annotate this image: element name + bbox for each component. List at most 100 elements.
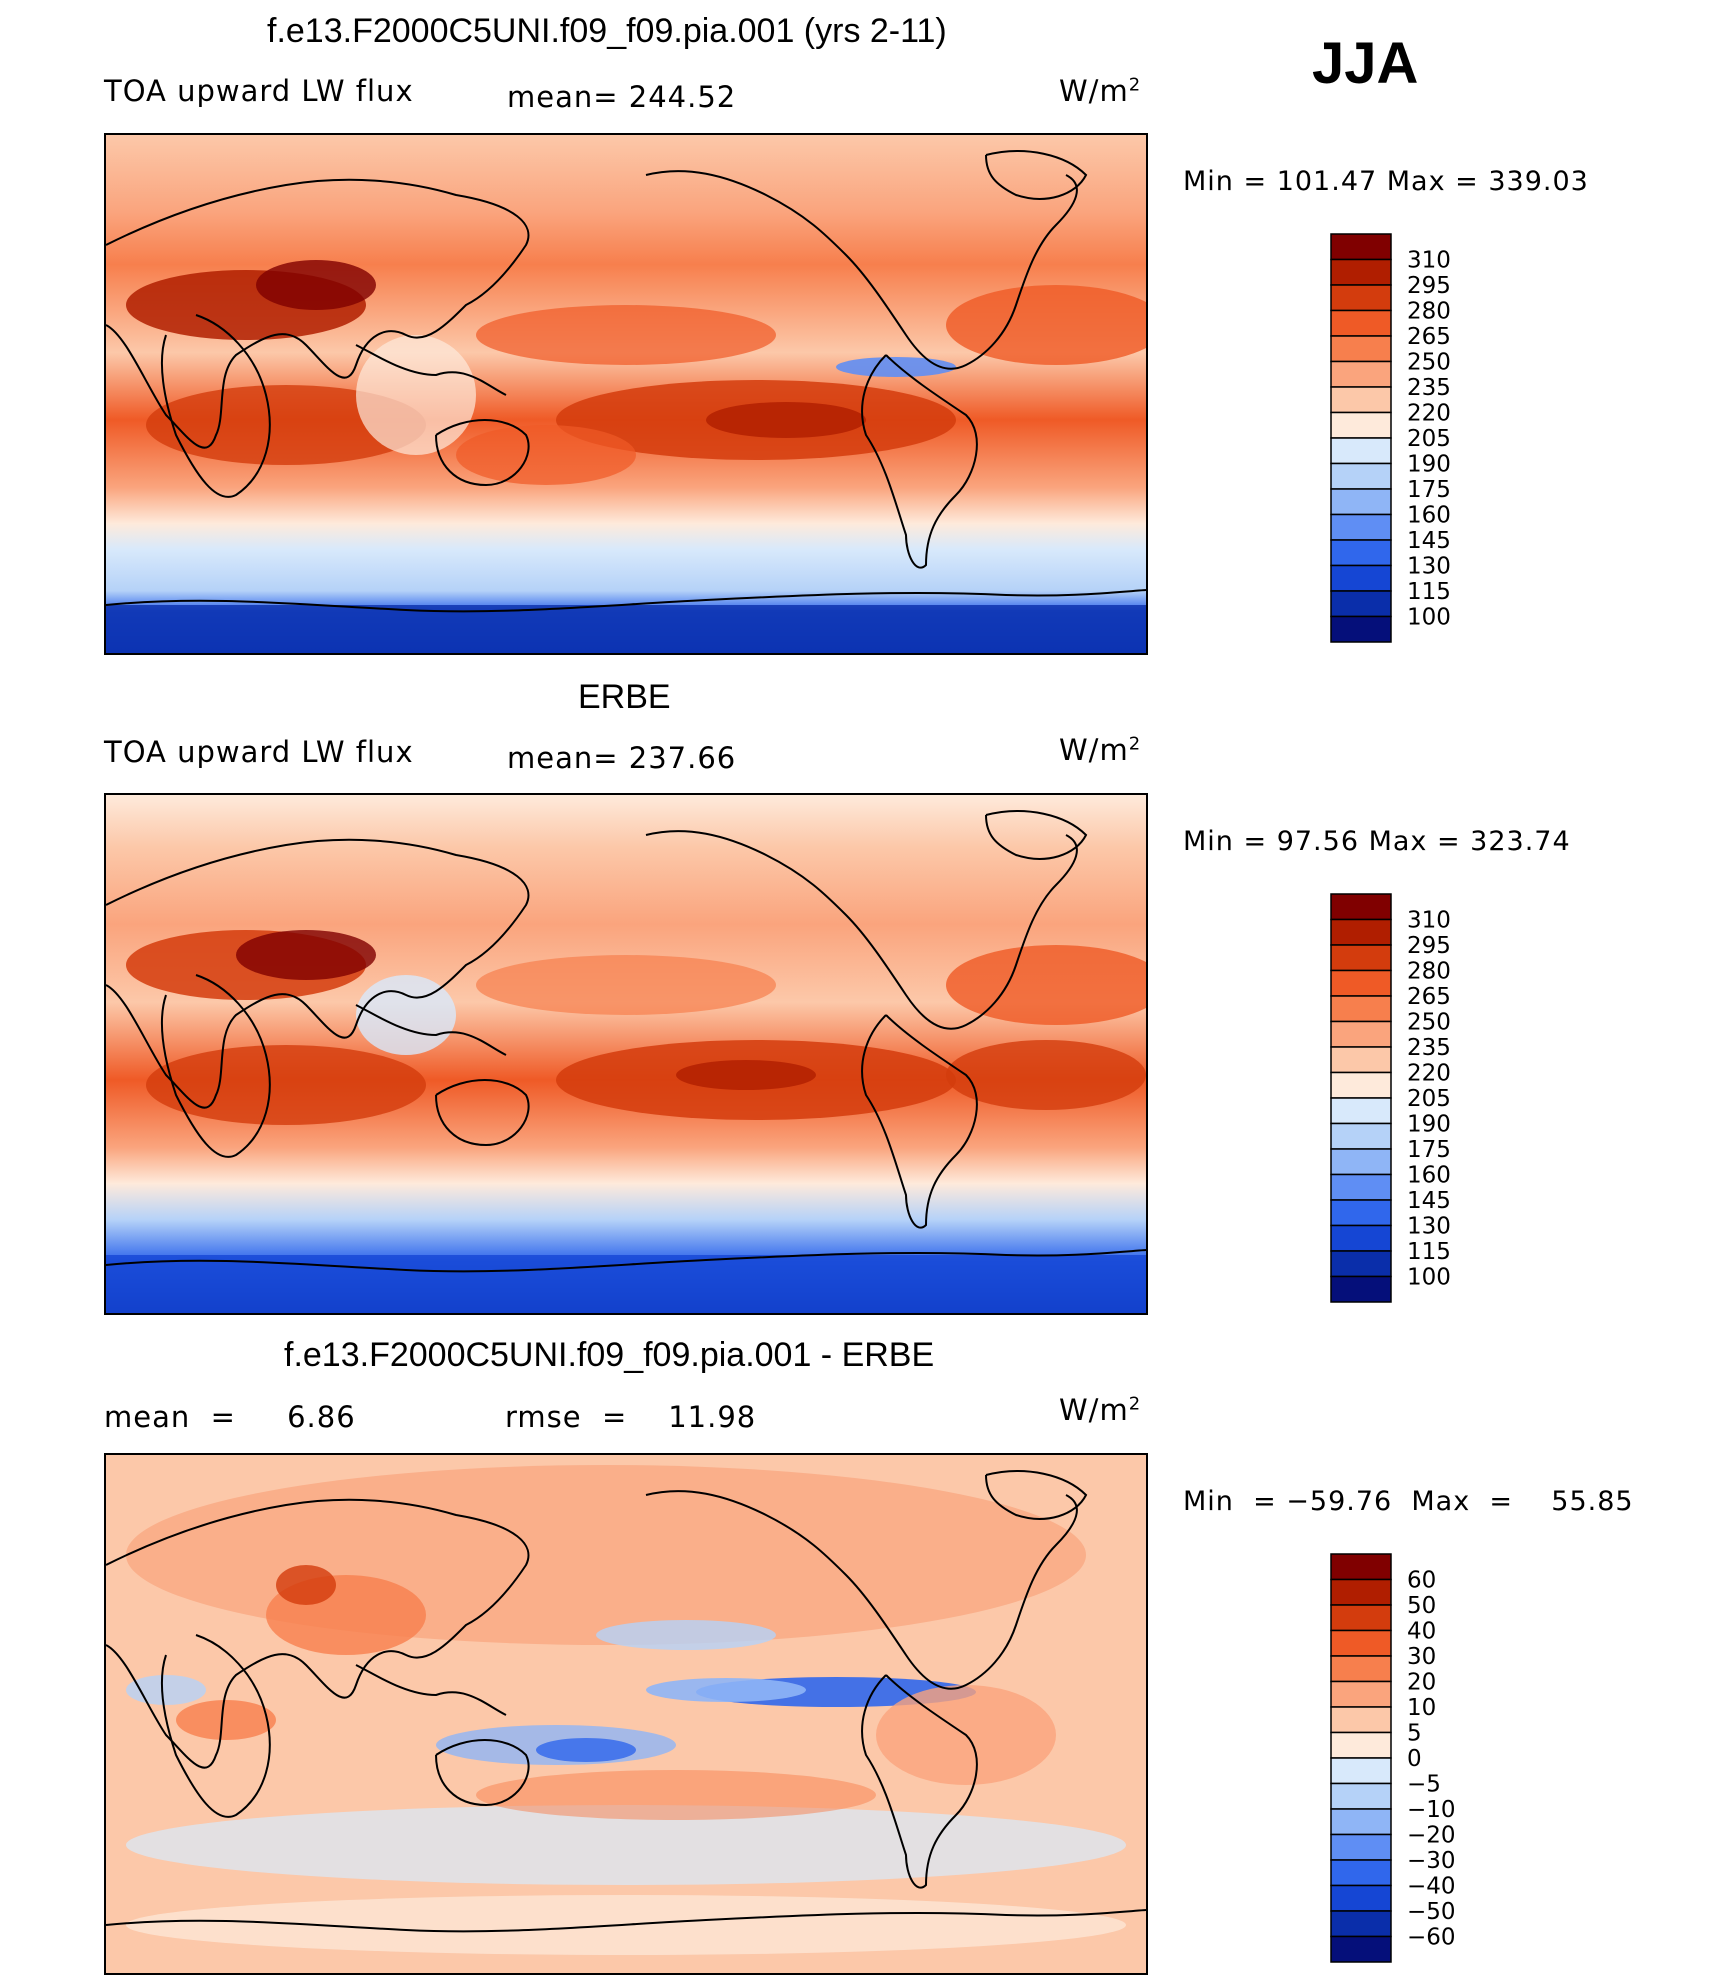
colorbar-tick-label: 280 bbox=[1407, 959, 1451, 985]
colorbar-tick-label: 145 bbox=[1407, 528, 1451, 554]
colorbar-model: 310 295 280 265 250 235 220 205 190 175 160 145 130 1… bbox=[1330, 233, 1490, 643]
colorbar-swatch bbox=[1330, 1604, 1392, 1632]
colorbar-swatch bbox=[1330, 995, 1392, 1023]
colorbar-tick-label: 30 bbox=[1407, 1644, 1436, 1670]
colorbar-swatch bbox=[1330, 969, 1392, 997]
colorbar-swatch bbox=[1330, 1578, 1392, 1606]
colorbar-tick-label: 130 bbox=[1407, 1214, 1451, 1240]
panel-title: ERBE bbox=[578, 678, 671, 716]
colorbar-swatch bbox=[1330, 360, 1392, 388]
colorbar-swatch bbox=[1330, 1808, 1392, 1836]
colorbar-swatch bbox=[1330, 1935, 1392, 1963]
map-field bbox=[106, 135, 1146, 653]
colorbar-tick-label: 190 bbox=[1407, 1112, 1451, 1138]
colorbar-swatch bbox=[1330, 1250, 1392, 1278]
colorbar-tick-label: 115 bbox=[1407, 1239, 1451, 1265]
colorbar-swatch bbox=[1330, 386, 1392, 414]
colorbar-tick-label: −60 bbox=[1407, 1925, 1456, 1951]
map-panel-obs bbox=[104, 793, 1148, 1315]
colorbar-tick-label: 130 bbox=[1407, 554, 1451, 580]
colorbar-swatch bbox=[1330, 1173, 1392, 1201]
colorbar-swatch bbox=[1330, 1199, 1392, 1227]
colorbar-swatch bbox=[1330, 437, 1392, 465]
colorbar-obs: 310 295 280 265 250 235 220 205 190 175 160 145 130 1… bbox=[1330, 893, 1490, 1303]
panel-title: f.e13.F2000C5UNI.f09_f09.pia.001 (yrs 2-… bbox=[267, 12, 947, 50]
colorbar-tick-label: 205 bbox=[1407, 426, 1451, 452]
units-label: W/m2 bbox=[1059, 733, 1142, 767]
colorbar-tick-label: −50 bbox=[1407, 1899, 1456, 1925]
colorbar-swatch bbox=[1330, 1122, 1392, 1150]
colorbar-swatch bbox=[1330, 258, 1392, 286]
map-panel-diff bbox=[104, 1453, 1148, 1975]
colorbar-tick-label: 175 bbox=[1407, 1137, 1451, 1163]
colorbar-swatch bbox=[1330, 1629, 1392, 1657]
map-field bbox=[106, 795, 1146, 1313]
variable-label: TOA upward LW flux bbox=[104, 735, 414, 769]
colorbar-swatch bbox=[1330, 462, 1392, 490]
colorbar-tick-label: 295 bbox=[1407, 933, 1451, 959]
colorbar-swatch bbox=[1330, 1731, 1392, 1759]
colorbar-swatch bbox=[1330, 564, 1392, 592]
colorbar-tick-label: 60 bbox=[1407, 1568, 1436, 1594]
colorbar-swatch bbox=[1330, 1680, 1392, 1708]
colorbar-swatch bbox=[1330, 284, 1392, 312]
colorbar-swatch bbox=[1330, 1706, 1392, 1734]
colorbar-tick-label: 160 bbox=[1407, 1163, 1451, 1189]
colorbar-swatch bbox=[1330, 1884, 1392, 1912]
panel-title: f.e13.F2000C5UNI.f09_f09.pia.001 - ERBE bbox=[284, 1336, 935, 1374]
colorbar-tick-label: 0 bbox=[1407, 1746, 1422, 1772]
map-panel-model bbox=[104, 133, 1148, 655]
colorbar-swatch bbox=[1330, 1859, 1392, 1887]
colorbar-tick-label: 220 bbox=[1407, 1061, 1451, 1087]
colorbar-swatch bbox=[1330, 1833, 1392, 1861]
colorbar-tick-label: 160 bbox=[1407, 503, 1451, 529]
map-field bbox=[106, 1455, 1146, 1973]
colorbar-swatch bbox=[1330, 1071, 1392, 1099]
minmax-label: Min = 101.47 Max = 339.03 bbox=[1183, 166, 1589, 197]
colorbar-tick-label: 175 bbox=[1407, 477, 1451, 503]
colorbar-swatch bbox=[1330, 1782, 1392, 1810]
colorbar-swatch bbox=[1330, 893, 1392, 921]
colorbar-tick-label: 310 bbox=[1407, 908, 1451, 934]
colorbar-swatch bbox=[1330, 1757, 1392, 1785]
minmax-label: Min = 97.56 Max = 323.74 bbox=[1183, 826, 1571, 857]
colorbar-swatch bbox=[1330, 1655, 1392, 1683]
colorbar-swatch bbox=[1330, 1046, 1392, 1074]
colorbar-tick-label: 115 bbox=[1407, 579, 1451, 605]
colorbar-swatch bbox=[1330, 1553, 1392, 1581]
colorbar-tick-label: −20 bbox=[1407, 1823, 1456, 1849]
colorbar-tick-label: 190 bbox=[1407, 452, 1451, 478]
units-label: W/m2 bbox=[1059, 74, 1142, 108]
season-label: JJA bbox=[1312, 31, 1419, 96]
colorbar-swatch bbox=[1330, 233, 1392, 261]
colorbar-tick-label: 100 bbox=[1407, 1265, 1451, 1291]
colorbar-swatch bbox=[1330, 918, 1392, 946]
colorbar-tick-label: 205 bbox=[1407, 1086, 1451, 1112]
variable-label: TOA upward LW flux bbox=[104, 74, 414, 108]
colorbar-tick-label: 20 bbox=[1407, 1670, 1436, 1696]
colorbar-tick-label: −10 bbox=[1407, 1797, 1456, 1823]
colorbar-tick-label: −5 bbox=[1407, 1772, 1441, 1798]
colorbar-swatch bbox=[1330, 335, 1392, 363]
colorbar-swatch bbox=[1330, 1275, 1392, 1303]
colorbar-swatch bbox=[1330, 1020, 1392, 1048]
colorbar-tick-label: 100 bbox=[1407, 605, 1451, 631]
colorbar-tick-label: −40 bbox=[1407, 1874, 1456, 1900]
mean-label: mean= 237.66 bbox=[507, 741, 737, 775]
colorbar-tick-label: 310 bbox=[1407, 248, 1451, 274]
colorbar-swatch bbox=[1330, 1148, 1392, 1176]
rmse-label: rmse = 11.98 bbox=[505, 1400, 757, 1434]
colorbar-swatch bbox=[1330, 1097, 1392, 1125]
units-label: W/m2 bbox=[1059, 1393, 1142, 1427]
mean-label: mean= 244.52 bbox=[507, 80, 737, 114]
colorbar-swatch bbox=[1330, 309, 1392, 337]
colorbar-swatch bbox=[1330, 539, 1392, 567]
colorbar-tick-label: 250 bbox=[1407, 350, 1451, 376]
colorbar-tick-label: −30 bbox=[1407, 1848, 1456, 1874]
colorbar-swatch bbox=[1330, 411, 1392, 439]
mean-label: mean = 6.86 bbox=[104, 1400, 356, 1434]
minmax-label: Min = −59.76 Max = 55.85 bbox=[1183, 1486, 1634, 1517]
colorbar-tick-label: 40 bbox=[1407, 1619, 1436, 1645]
colorbar-swatch bbox=[1330, 488, 1392, 516]
colorbar-swatch bbox=[1330, 513, 1392, 541]
